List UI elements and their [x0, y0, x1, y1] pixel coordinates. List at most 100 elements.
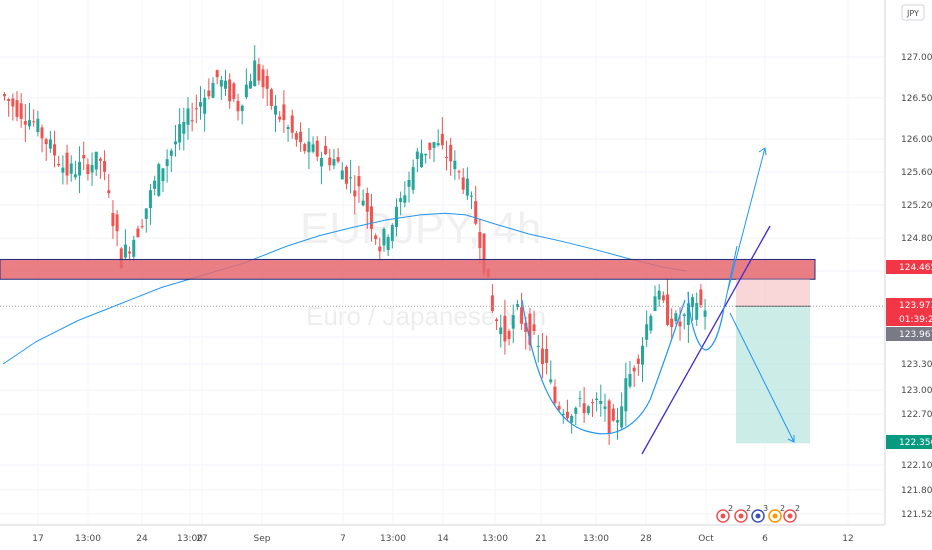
- candle-body: [620, 406, 624, 428]
- candle-body: [536, 345, 540, 347]
- candle-body: [232, 83, 236, 100]
- candle-body: [28, 120, 32, 127]
- candle-body: [23, 121, 27, 125]
- candle-body: [670, 318, 674, 328]
- drawing-lines[interactable]: [521, 147, 795, 455]
- candle-body: [691, 297, 695, 308]
- price-tick-label: 122.100: [901, 461, 932, 471]
- candle-body: [244, 84, 248, 98]
- price-tick-label: 126.500: [901, 94, 932, 104]
- candle-body: [140, 226, 144, 228]
- candle-body: [249, 81, 253, 89]
- candle-body: [545, 348, 549, 363]
- candle-body: [657, 290, 661, 300]
- candle-body: [578, 397, 582, 399]
- candle-body: [524, 322, 528, 332]
- price-tag: [886, 435, 932, 449]
- candle-body: [420, 153, 423, 167]
- candle-body: [661, 295, 665, 301]
- candle-body: [682, 314, 686, 317]
- candle-body: [699, 289, 703, 306]
- price-tick-label: 127.000: [901, 53, 932, 63]
- candle-body: [315, 140, 319, 157]
- arrow-up[interactable]: [727, 147, 766, 291]
- event-count: 2: [780, 504, 785, 513]
- candle-body: [161, 168, 165, 182]
- candle-body: [86, 164, 90, 175]
- candle-body: [53, 144, 57, 156]
- candle-body: [461, 177, 465, 190]
- candle-body: [440, 133, 444, 146]
- candle-body: [311, 144, 315, 152]
- handle-curve[interactable]: [687, 291, 725, 351]
- trendline[interactable]: [641, 225, 771, 455]
- take-profit-zone[interactable]: [736, 306, 810, 444]
- currency-box[interactable]: [901, 4, 925, 21]
- drawing-zones[interactable]: [0, 258, 885, 444]
- arrow-down[interactable]: [729, 312, 795, 443]
- candle-body: [82, 155, 86, 159]
- event-count: 2: [795, 504, 800, 513]
- candle-body: [503, 315, 507, 342]
- candle-body: [474, 201, 478, 224]
- candle-body: [445, 157, 449, 159]
- candle-body: [157, 164, 161, 196]
- candle-body: [207, 90, 211, 97]
- event-dot: [787, 513, 793, 519]
- time-tick-label: 21: [535, 534, 546, 544]
- events-bar[interactable]: 2 2 3 2 2: [716, 504, 800, 523]
- candle-body: [19, 103, 23, 119]
- candle-body: [165, 159, 169, 167]
- time-tick-label: 13:00: [380, 534, 406, 544]
- candle-body: [449, 144, 453, 162]
- candle-body: [603, 406, 607, 409]
- candle-body: [703, 310, 707, 317]
- candles[interactable]: [3, 45, 707, 445]
- candle-body: [107, 190, 111, 194]
- candle-body: [386, 237, 390, 251]
- candle-body: [194, 108, 198, 110]
- candle-body: [378, 246, 382, 252]
- event-count: 3: [763, 504, 768, 513]
- candle-body: [666, 294, 670, 325]
- symbol-watermark: EURJPY, 4h: [300, 204, 541, 253]
- candle-body: [198, 102, 202, 107]
- candle-body: [403, 195, 407, 203]
- cup-curve[interactable]: [521, 299, 686, 435]
- candle-body: [148, 190, 152, 209]
- candle-body: [240, 105, 244, 112]
- candle-body: [607, 400, 611, 434]
- candle-body: [465, 178, 469, 196]
- candle-body: [286, 126, 290, 130]
- candle-body: [561, 413, 565, 415]
- time-tick-label: 13:00: [583, 534, 609, 544]
- candle-body: [173, 141, 177, 145]
- candle-body: [424, 153, 428, 156]
- candle-body: [32, 121, 36, 123]
- candle-body: [674, 313, 678, 322]
- price-tick-label: 123.000: [901, 386, 932, 396]
- candle-body: [274, 105, 278, 115]
- candle-body: [73, 174, 77, 178]
- candle-body: [520, 307, 524, 324]
- stop-loss-zone[interactable]: [736, 279, 810, 307]
- resistance-zone[interactable]: [0, 258, 816, 280]
- candle-body: [390, 225, 394, 241]
- description-watermark: Euro / Japanese Yen: [306, 301, 546, 331]
- candle-body: [224, 80, 228, 89]
- candle-body: [624, 378, 628, 412]
- candle-body: [253, 60, 257, 87]
- event-dot: [720, 513, 726, 519]
- price-tag-label: 123.967: [899, 330, 932, 340]
- candle-body: [211, 82, 215, 98]
- price-tag: [886, 327, 932, 341]
- candle-body: [374, 235, 378, 240]
- candle-body: [590, 402, 594, 404]
- time-tick-label: 28: [640, 534, 652, 544]
- time-tick-label: 24: [136, 534, 148, 544]
- breakout-line[interactable]: [723, 245, 738, 309]
- candle-body: [415, 151, 419, 159]
- candle-body: [349, 177, 353, 179]
